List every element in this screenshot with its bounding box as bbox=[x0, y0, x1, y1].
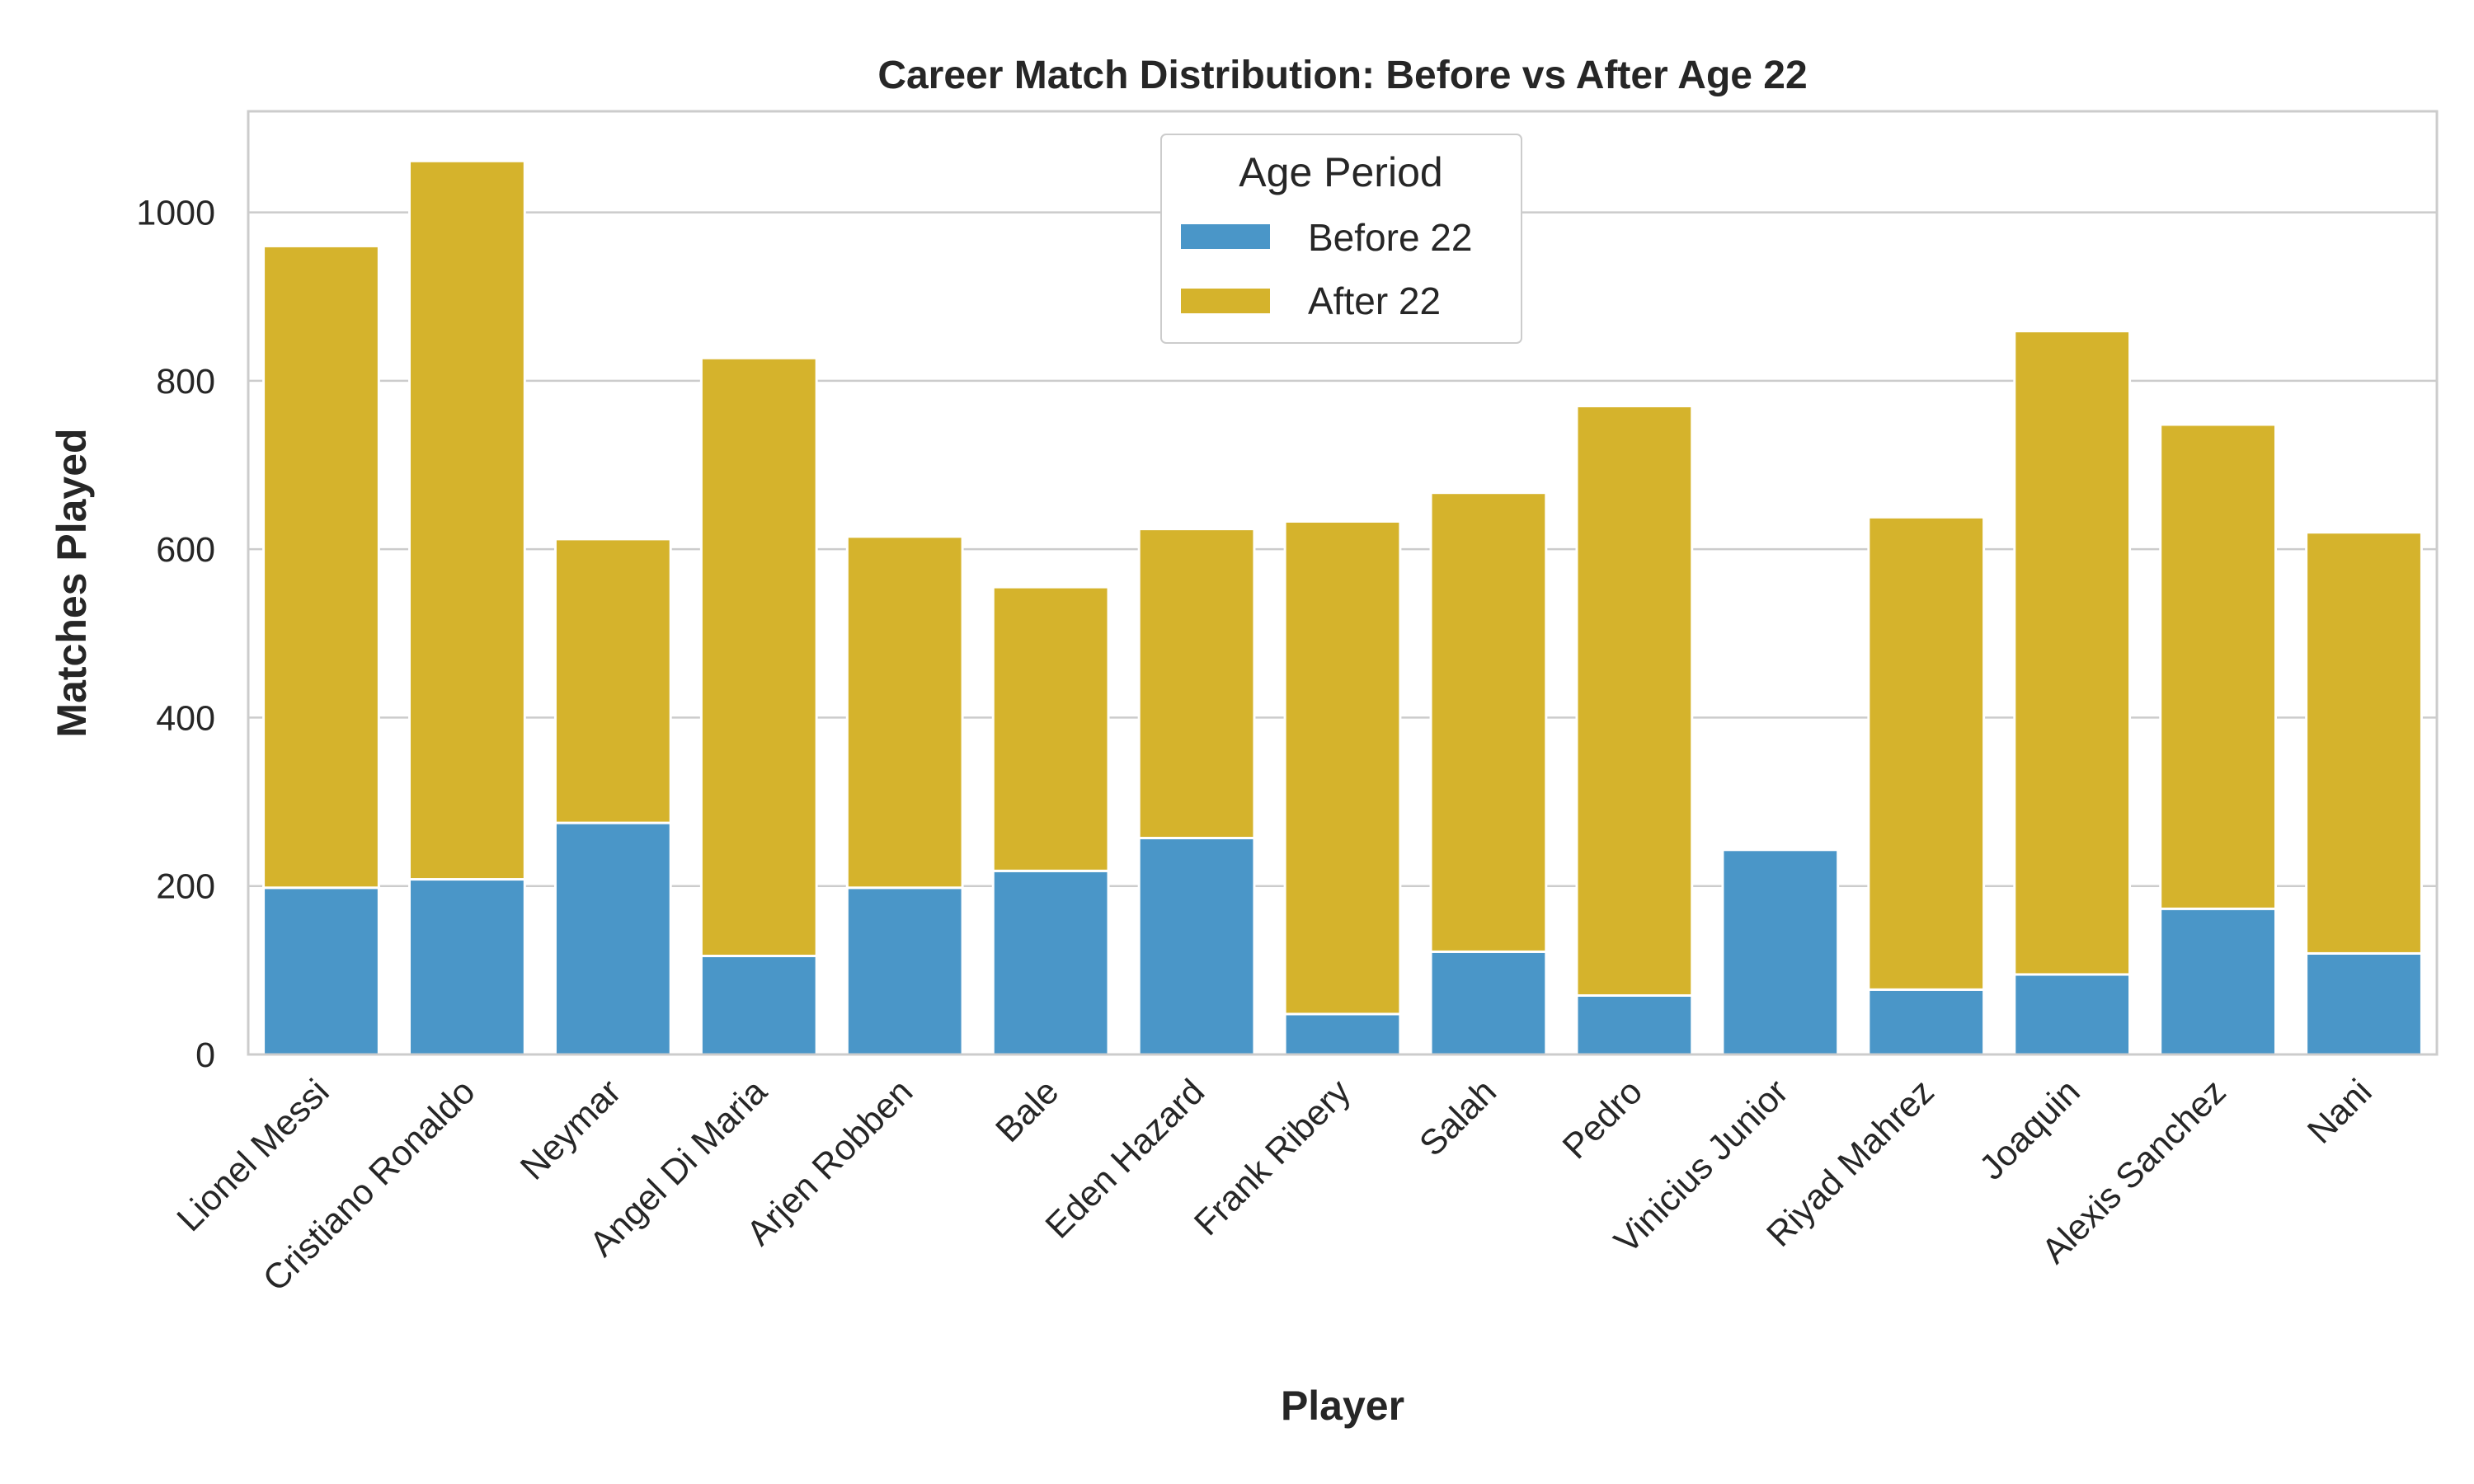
bar-after-22-arjen-robben bbox=[845, 535, 964, 890]
bar-before-22-bale bbox=[991, 869, 1110, 1056]
bar-before-22-neymar bbox=[553, 821, 672, 1056]
y-tick-label: 800 bbox=[156, 362, 215, 402]
legend-title: Age Period bbox=[1239, 149, 1442, 195]
x-tick-label: Pedro bbox=[1555, 1072, 1650, 1167]
bar-after-22-neymar bbox=[553, 538, 672, 824]
bar-before-22-riyad-mahrez bbox=[1867, 988, 1986, 1056]
chart-title: Career Match Distribution: Before vs Aft… bbox=[877, 54, 1807, 97]
x-tick-label: Nani bbox=[2300, 1072, 2379, 1151]
bar-before-22-joaquin bbox=[2013, 973, 2132, 1056]
y-tick-label: 600 bbox=[156, 530, 215, 570]
x-axis-label: Player bbox=[1281, 1383, 1404, 1429]
bar-before-22-pedro bbox=[1575, 994, 1694, 1056]
bar-before-22-salah bbox=[1429, 950, 1548, 1056]
bar-before-22-vinicius-junior bbox=[1721, 848, 1840, 1056]
bar-after-22-eden-hazard bbox=[1137, 528, 1256, 839]
bar-before-22-cristiano-ronaldo bbox=[408, 878, 526, 1056]
bar-before-22-angel-di-maria bbox=[699, 954, 818, 1056]
bar-before-22-arjen-robben bbox=[845, 886, 964, 1056]
bar-after-22-joaquin bbox=[2013, 330, 2132, 976]
bar-after-22-bale bbox=[991, 585, 1110, 872]
bar-after-22-cristiano-ronaldo bbox=[408, 159, 526, 881]
bar-before-22-nani bbox=[2305, 951, 2423, 1056]
bars bbox=[262, 159, 2423, 1056]
legend-label-after-22: After 22 bbox=[1308, 279, 1441, 322]
bar-after-22-angel-di-maria bbox=[699, 356, 818, 957]
bar-before-22-eden-hazard bbox=[1137, 836, 1256, 1056]
y-tick-label: 1000 bbox=[136, 194, 215, 233]
y-axis-label: Matches Played bbox=[49, 428, 95, 737]
bar-after-22-lionel-messi bbox=[262, 244, 380, 890]
bar-before-22-alexis-sanchez bbox=[2159, 907, 2277, 1056]
bar-after-22-riyad-mahrez bbox=[1867, 515, 1986, 991]
x-tick-label: Joaquin bbox=[1972, 1072, 2087, 1187]
bar-after-22-salah bbox=[1429, 491, 1548, 953]
bar-after-22-pedro bbox=[1575, 405, 1694, 997]
bar-after-22-alexis-sanchez bbox=[2159, 423, 2277, 910]
y-axis-ticks: 0 200 400 600 800 1000 bbox=[136, 194, 215, 1075]
x-tick-label: Neymar bbox=[513, 1072, 628, 1187]
y-tick-label: 200 bbox=[156, 867, 215, 907]
y-tick-label: 0 bbox=[195, 1036, 215, 1075]
y-tick-label: 400 bbox=[156, 698, 215, 738]
legend: Age Period Before 22 After 22 bbox=[1160, 134, 1522, 344]
bar-before-22-lionel-messi bbox=[262, 886, 380, 1056]
legend-swatch-after-22 bbox=[1181, 289, 1270, 313]
bar-after-22-nani bbox=[2305, 531, 2423, 955]
x-tick-label: Bale bbox=[988, 1072, 1066, 1150]
x-tick-label: Frank Ribery bbox=[1187, 1072, 1358, 1243]
plot-frame bbox=[247, 110, 2439, 1056]
bar-before-22-frank-ribery bbox=[1283, 1012, 1402, 1056]
bar-after-22-frank-ribery bbox=[1283, 519, 1402, 1016]
legend-label-before-22: Before 22 bbox=[1308, 216, 1472, 259]
x-tick-label: Salah bbox=[1412, 1072, 1504, 1164]
legend-swatch-before-22 bbox=[1181, 224, 1270, 249]
